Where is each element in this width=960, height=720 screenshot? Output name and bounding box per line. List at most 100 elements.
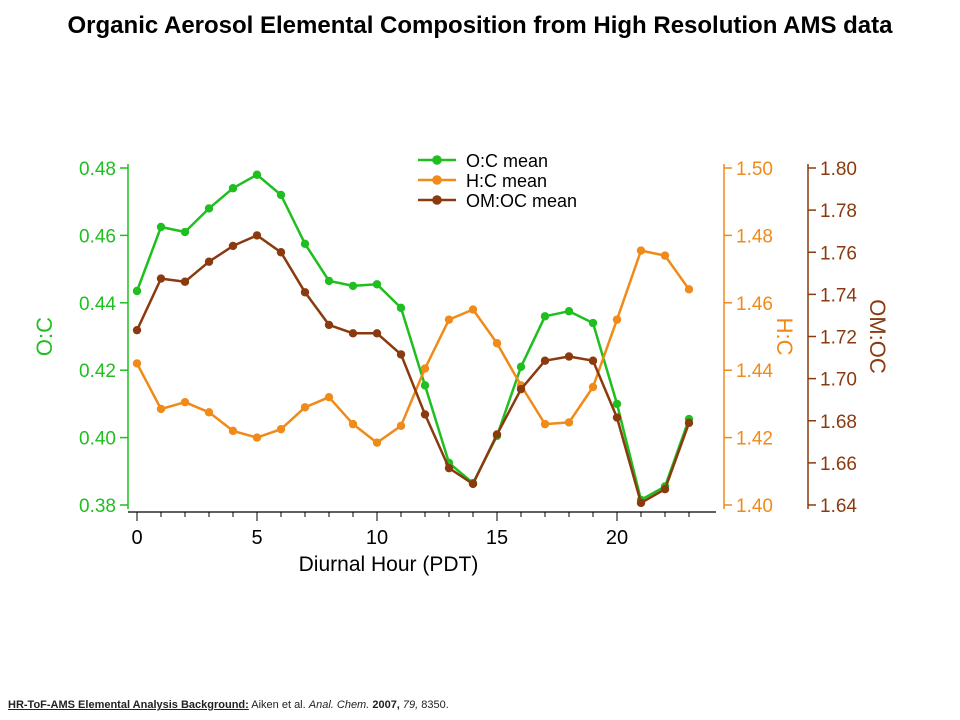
omoc-series-point bbox=[492, 430, 502, 439]
omoc-series-point bbox=[516, 384, 526, 394]
footer-label: HR-ToF-AMS Elemental Analysis Background… bbox=[8, 699, 249, 711]
footer-pages: 8350. bbox=[418, 699, 449, 711]
right-axis-omoc-tick-label: 1.76 bbox=[820, 243, 857, 264]
x-axis-tick-label: 0 bbox=[131, 527, 142, 549]
omoc-series-point bbox=[252, 231, 262, 240]
oc-series-point bbox=[348, 281, 358, 291]
hc-series-point bbox=[276, 424, 286, 434]
hc-series-point bbox=[684, 285, 694, 294]
right-axis-hc-tick-label: 1.50 bbox=[736, 159, 773, 180]
right-axis-omoc-tick-label: 1.72 bbox=[820, 328, 857, 349]
hc-series-point bbox=[468, 305, 478, 314]
omoc-series-point bbox=[588, 356, 598, 365]
omoc-series-point bbox=[444, 463, 454, 473]
right-axis-hc-tick-label: 1.42 bbox=[736, 429, 773, 450]
legend-swatch-marker bbox=[432, 155, 442, 165]
oc-series-point bbox=[540, 312, 550, 321]
oc-series-point bbox=[276, 190, 286, 200]
legend-swatch-marker bbox=[432, 195, 442, 205]
right-axis-hc-tick-label: 1.46 bbox=[736, 294, 773, 315]
footer-journal: Anal. Chem. bbox=[308, 699, 370, 711]
footer-authors: Aiken et al. bbox=[248, 699, 309, 711]
oc-series-point bbox=[132, 286, 142, 296]
omoc-series-point bbox=[204, 257, 214, 266]
omoc-series-point bbox=[372, 329, 382, 338]
right-axis-omoc-tick-label: 1.66 bbox=[820, 454, 857, 475]
oc-series-point bbox=[252, 170, 262, 179]
left-axis-tick-label: 0.42 bbox=[79, 361, 116, 382]
page-title: Organic Aerosol Elemental Composition fr… bbox=[67, 12, 893, 39]
hc-series-point bbox=[252, 433, 262, 442]
omoc-series-line bbox=[135, 234, 691, 505]
left-axis-tick-label: 0.46 bbox=[79, 226, 116, 247]
omoc-series-point bbox=[276, 248, 286, 257]
legend-swatch-marker bbox=[432, 175, 442, 185]
footer-year: 2007, bbox=[369, 699, 400, 711]
oc-series-point bbox=[420, 381, 430, 390]
omoc-series-point bbox=[636, 498, 646, 508]
omoc-series-point bbox=[156, 274, 166, 283]
oc-series-point bbox=[180, 227, 190, 237]
hc-series-point bbox=[636, 246, 646, 255]
hc-series-point bbox=[492, 339, 502, 348]
left-axis-tick-label: 0.38 bbox=[79, 496, 116, 517]
left-axis-tick-label: 0.40 bbox=[79, 429, 116, 450]
hc-series-point bbox=[348, 419, 358, 429]
x-axis-tick-label: 10 bbox=[366, 527, 388, 549]
hc-series-point bbox=[204, 408, 214, 417]
hc-series-point bbox=[588, 382, 598, 392]
omoc-series-point bbox=[132, 325, 142, 335]
oc-series-point bbox=[588, 318, 598, 328]
footer-citation: HR-ToF-AMS Elemental Analysis Background… bbox=[8, 699, 449, 711]
hc-series-point bbox=[300, 403, 310, 412]
hc-series-line bbox=[135, 249, 691, 444]
x-axis-tick-label: 5 bbox=[251, 527, 262, 549]
hc-series-point bbox=[396, 421, 406, 431]
hc-series-point bbox=[372, 438, 382, 447]
oc-series-point bbox=[564, 307, 574, 316]
omoc-series-point bbox=[612, 413, 622, 422]
oc-series-line bbox=[135, 173, 691, 502]
omoc-series-point bbox=[348, 329, 358, 338]
right-axis-omoc-tick-label: 1.80 bbox=[820, 159, 857, 180]
right-axis-hc-tick-label: 1.48 bbox=[736, 226, 773, 247]
footer-volume: 79, bbox=[399, 699, 419, 711]
omoc-series-point bbox=[468, 479, 478, 489]
right-axis-omoc-tick-label: 1.78 bbox=[820, 201, 857, 222]
right-axis-omoc-tick-label: 1.64 bbox=[820, 496, 857, 517]
omoc-series-point bbox=[228, 241, 238, 251]
oc-series-point bbox=[324, 276, 334, 286]
legend-label: OM:OC mean bbox=[466, 191, 577, 211]
hc-series-point bbox=[228, 426, 238, 436]
oc-series-point bbox=[204, 204, 214, 213]
left-axis-label: O:C bbox=[32, 317, 57, 356]
right-axis-hc-tick-label: 1.40 bbox=[736, 496, 773, 517]
omoc-series-point bbox=[564, 352, 574, 361]
oc-series-point bbox=[300, 239, 310, 249]
x-axis-tick-label: 15 bbox=[486, 527, 508, 549]
left-axis-tick-label: 0.48 bbox=[79, 159, 116, 180]
omoc-series-point bbox=[540, 356, 550, 365]
hc-series-point bbox=[660, 251, 670, 260]
omoc-series-point bbox=[660, 485, 670, 494]
left-axis-tick-label: 0.44 bbox=[79, 294, 116, 315]
right-axis-omoc-tick-label: 1.68 bbox=[820, 412, 857, 433]
hc-series-point bbox=[180, 398, 190, 407]
omoc-series-point bbox=[300, 288, 310, 297]
hc-series-point bbox=[564, 418, 574, 427]
omoc-series-point bbox=[180, 277, 190, 286]
x-axis-tick-label: 20 bbox=[606, 527, 628, 549]
legend-label: O:C mean bbox=[466, 151, 548, 171]
hc-series-point bbox=[324, 392, 334, 402]
oc-series-point bbox=[372, 280, 382, 289]
right-axis-hc-tick-label: 1.44 bbox=[736, 361, 773, 382]
hc-series-point bbox=[444, 315, 454, 324]
right-axis-omoc-label: OM:OC bbox=[865, 299, 890, 374]
oc-series-point bbox=[516, 362, 526, 372]
hc-series-point bbox=[612, 315, 622, 324]
right-axis-omoc-tick-label: 1.74 bbox=[820, 285, 857, 306]
hc-series-point bbox=[540, 419, 550, 429]
right-axis-omoc-tick-label: 1.70 bbox=[820, 370, 857, 391]
oc-series-point bbox=[228, 184, 238, 193]
